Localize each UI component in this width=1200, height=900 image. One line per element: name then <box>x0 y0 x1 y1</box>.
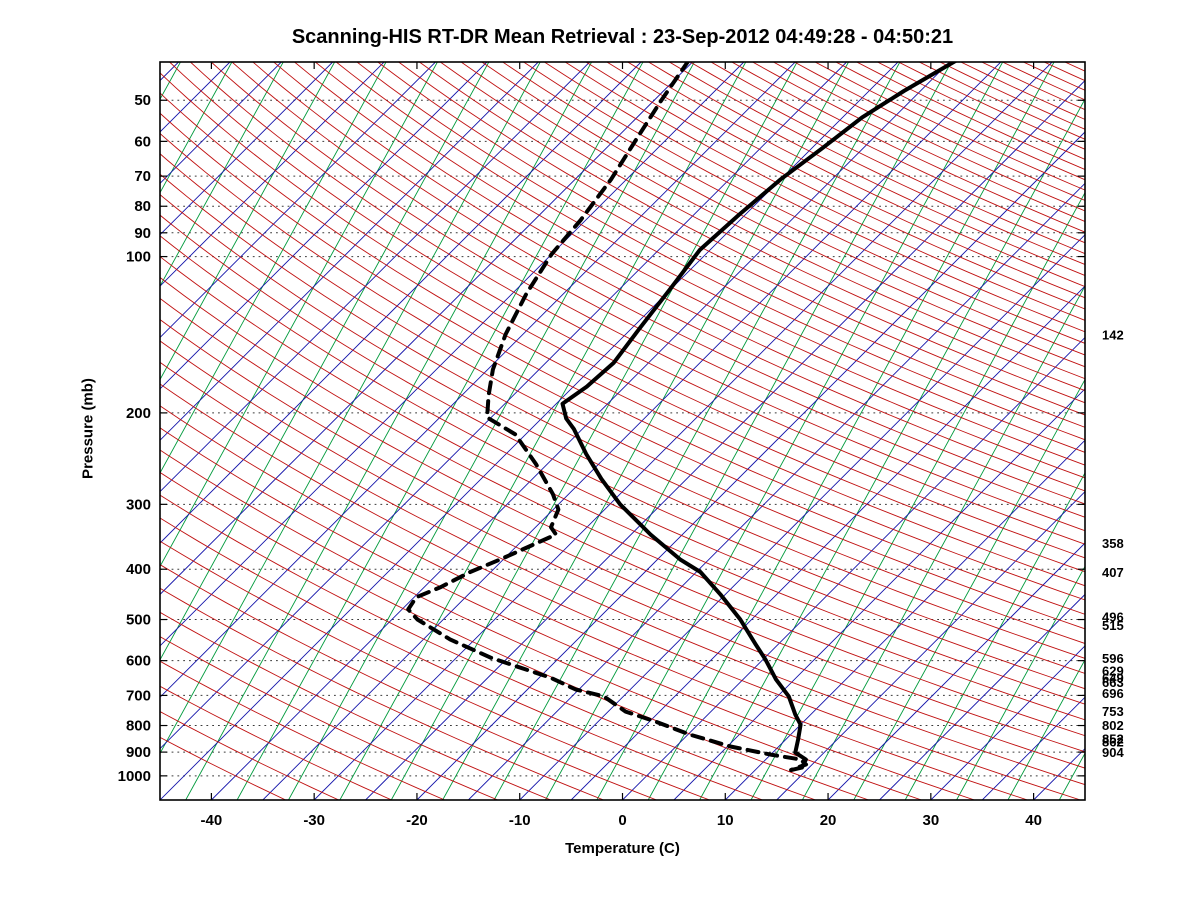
y-tick-label: 70 <box>134 168 151 185</box>
x-tick-label: -10 <box>509 812 531 829</box>
right-pressure-label: 358 <box>1102 536 1124 551</box>
x-tick-label: -30 <box>303 812 325 829</box>
y-tick-label: 500 <box>126 612 151 629</box>
right-pressure-label: 852 <box>1102 732 1124 747</box>
right-pressure-label: 663 <box>1102 675 1124 690</box>
right-pressure-label: 802 <box>1102 718 1124 733</box>
temperature-profile <box>560 62 958 773</box>
y-tick-label: 50 <box>134 92 151 109</box>
y-tick-label: 100 <box>126 249 151 266</box>
x-tick-label: 10 <box>717 812 734 829</box>
y-tick-label: 1000 <box>118 768 151 785</box>
y-tick-label: 80 <box>134 198 151 215</box>
y-tick-label: 60 <box>134 133 151 150</box>
x-tick-label: 30 <box>922 812 939 829</box>
plot-border <box>159 61 1086 801</box>
x-axis-ticks: -40 -30 -20 -10 0 10 20 30 40 <box>201 62 1042 829</box>
y-tick-label: 400 <box>126 561 151 578</box>
x-tick-label: -40 <box>201 812 223 829</box>
right-pressure-label: 496 <box>1102 610 1124 625</box>
right-pressure-label: 142 <box>1102 328 1124 343</box>
right-pressure-label: 696 <box>1102 686 1124 701</box>
chart-title: Scanning-HIS RT-DR Mean Retrieval : 23-S… <box>291 26 954 48</box>
y-tick-label: 90 <box>134 225 151 242</box>
x-tick-label: 40 <box>1025 812 1042 829</box>
x-tick-label: 20 <box>820 812 837 829</box>
x-tick-label: 0 <box>618 812 626 829</box>
right-pressure-label: 862 <box>1102 734 1124 749</box>
right-pressure-label: 515 <box>1102 618 1124 633</box>
y-axis-ticks: 50 60 70 80 90 100 200 300 400 500 600 700 800 900 100… <box>118 92 1085 785</box>
x-tick-label: -20 <box>406 812 428 829</box>
right-pressure-label: 753 <box>1102 704 1124 719</box>
y-tick-label: 700 <box>126 687 151 704</box>
x-axis-title: Temperature (C) <box>565 840 680 857</box>
dewpoint-profile <box>406 62 808 772</box>
right-pressure-label: 649 <box>1102 670 1124 685</box>
y-tick-label: 800 <box>126 718 151 735</box>
y-tick-label: 600 <box>126 653 151 670</box>
right-pressure-label: 596 <box>1102 651 1124 666</box>
y-tick-label: 300 <box>126 496 151 513</box>
right-pressure-label: 629 <box>1102 663 1124 678</box>
right-pressure-label: 904 <box>1102 745 1124 760</box>
y-tick-label: 900 <box>126 744 151 761</box>
y-tick-label: 200 <box>126 405 151 422</box>
right-pressure-label: 407 <box>1102 565 1124 580</box>
dry-adiabats-group <box>160 62 1085 800</box>
